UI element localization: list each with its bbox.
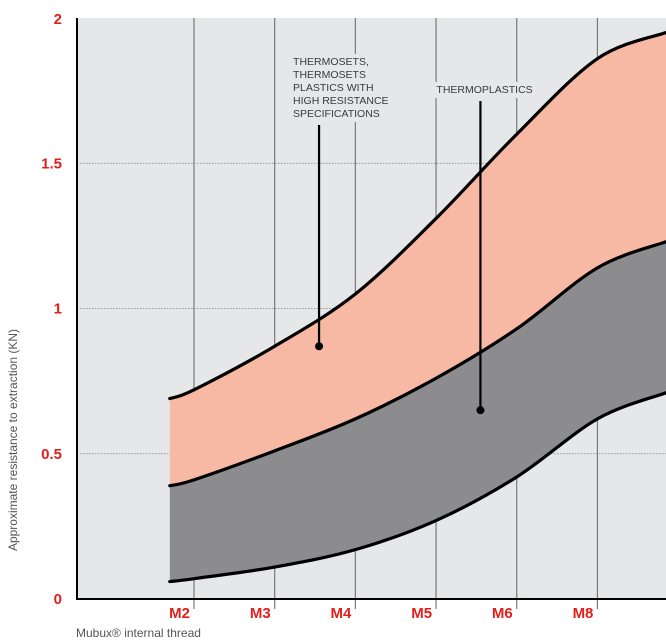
x-tick-labels: M2 M3 M4 M5 M6 M8 [169,605,593,622]
annotation-marker [315,342,324,351]
series-curves [168,30,666,584]
series-band-2 [169,241,666,582]
y-axis-title: Approximate resistance to extraction (KN… [6,329,20,551]
annotation-text: THERMOSETS, [293,56,369,68]
x-tick-label: M4 [331,605,352,622]
x-tick-label: M2 [169,605,190,622]
annotation-text: THERMOPLASTICS [436,84,532,96]
annotation-marker [476,406,485,415]
annotation-bg [433,82,534,98]
curve-lower [168,391,666,584]
x-tick-label: M5 [411,605,432,622]
annotation-text: SPECIFICATIONS [293,108,380,120]
y-tick-label: 2 [54,11,62,28]
annotation-text: PLASTICS WITH [293,82,374,94]
curve-middle [168,240,666,488]
series-bands [169,32,666,582]
y-tick-labels: 0 0.5 1 1.5 2 [41,11,62,608]
y-tick-label: 0.5 [41,446,62,463]
x-axis-title: Mubux® internal thread [76,626,201,640]
y-tick-label: 1.5 [41,155,62,172]
annotation-text: THERMOSETS [293,69,366,81]
x-tick-label: M6 [492,605,513,622]
annotation-2: THERMOPLASTICS [433,82,534,415]
annotation-bg [290,54,403,122]
y-tick-label: 1 [54,301,62,318]
x-tick-label: M3 [250,605,271,622]
x-tick-label: M8 [573,605,594,622]
series-band-1 [169,32,666,486]
y-tick-label: 0 [54,591,62,608]
annotation-text: HIGH RESISTANCE [293,95,388,107]
curve-upper [168,30,666,401]
